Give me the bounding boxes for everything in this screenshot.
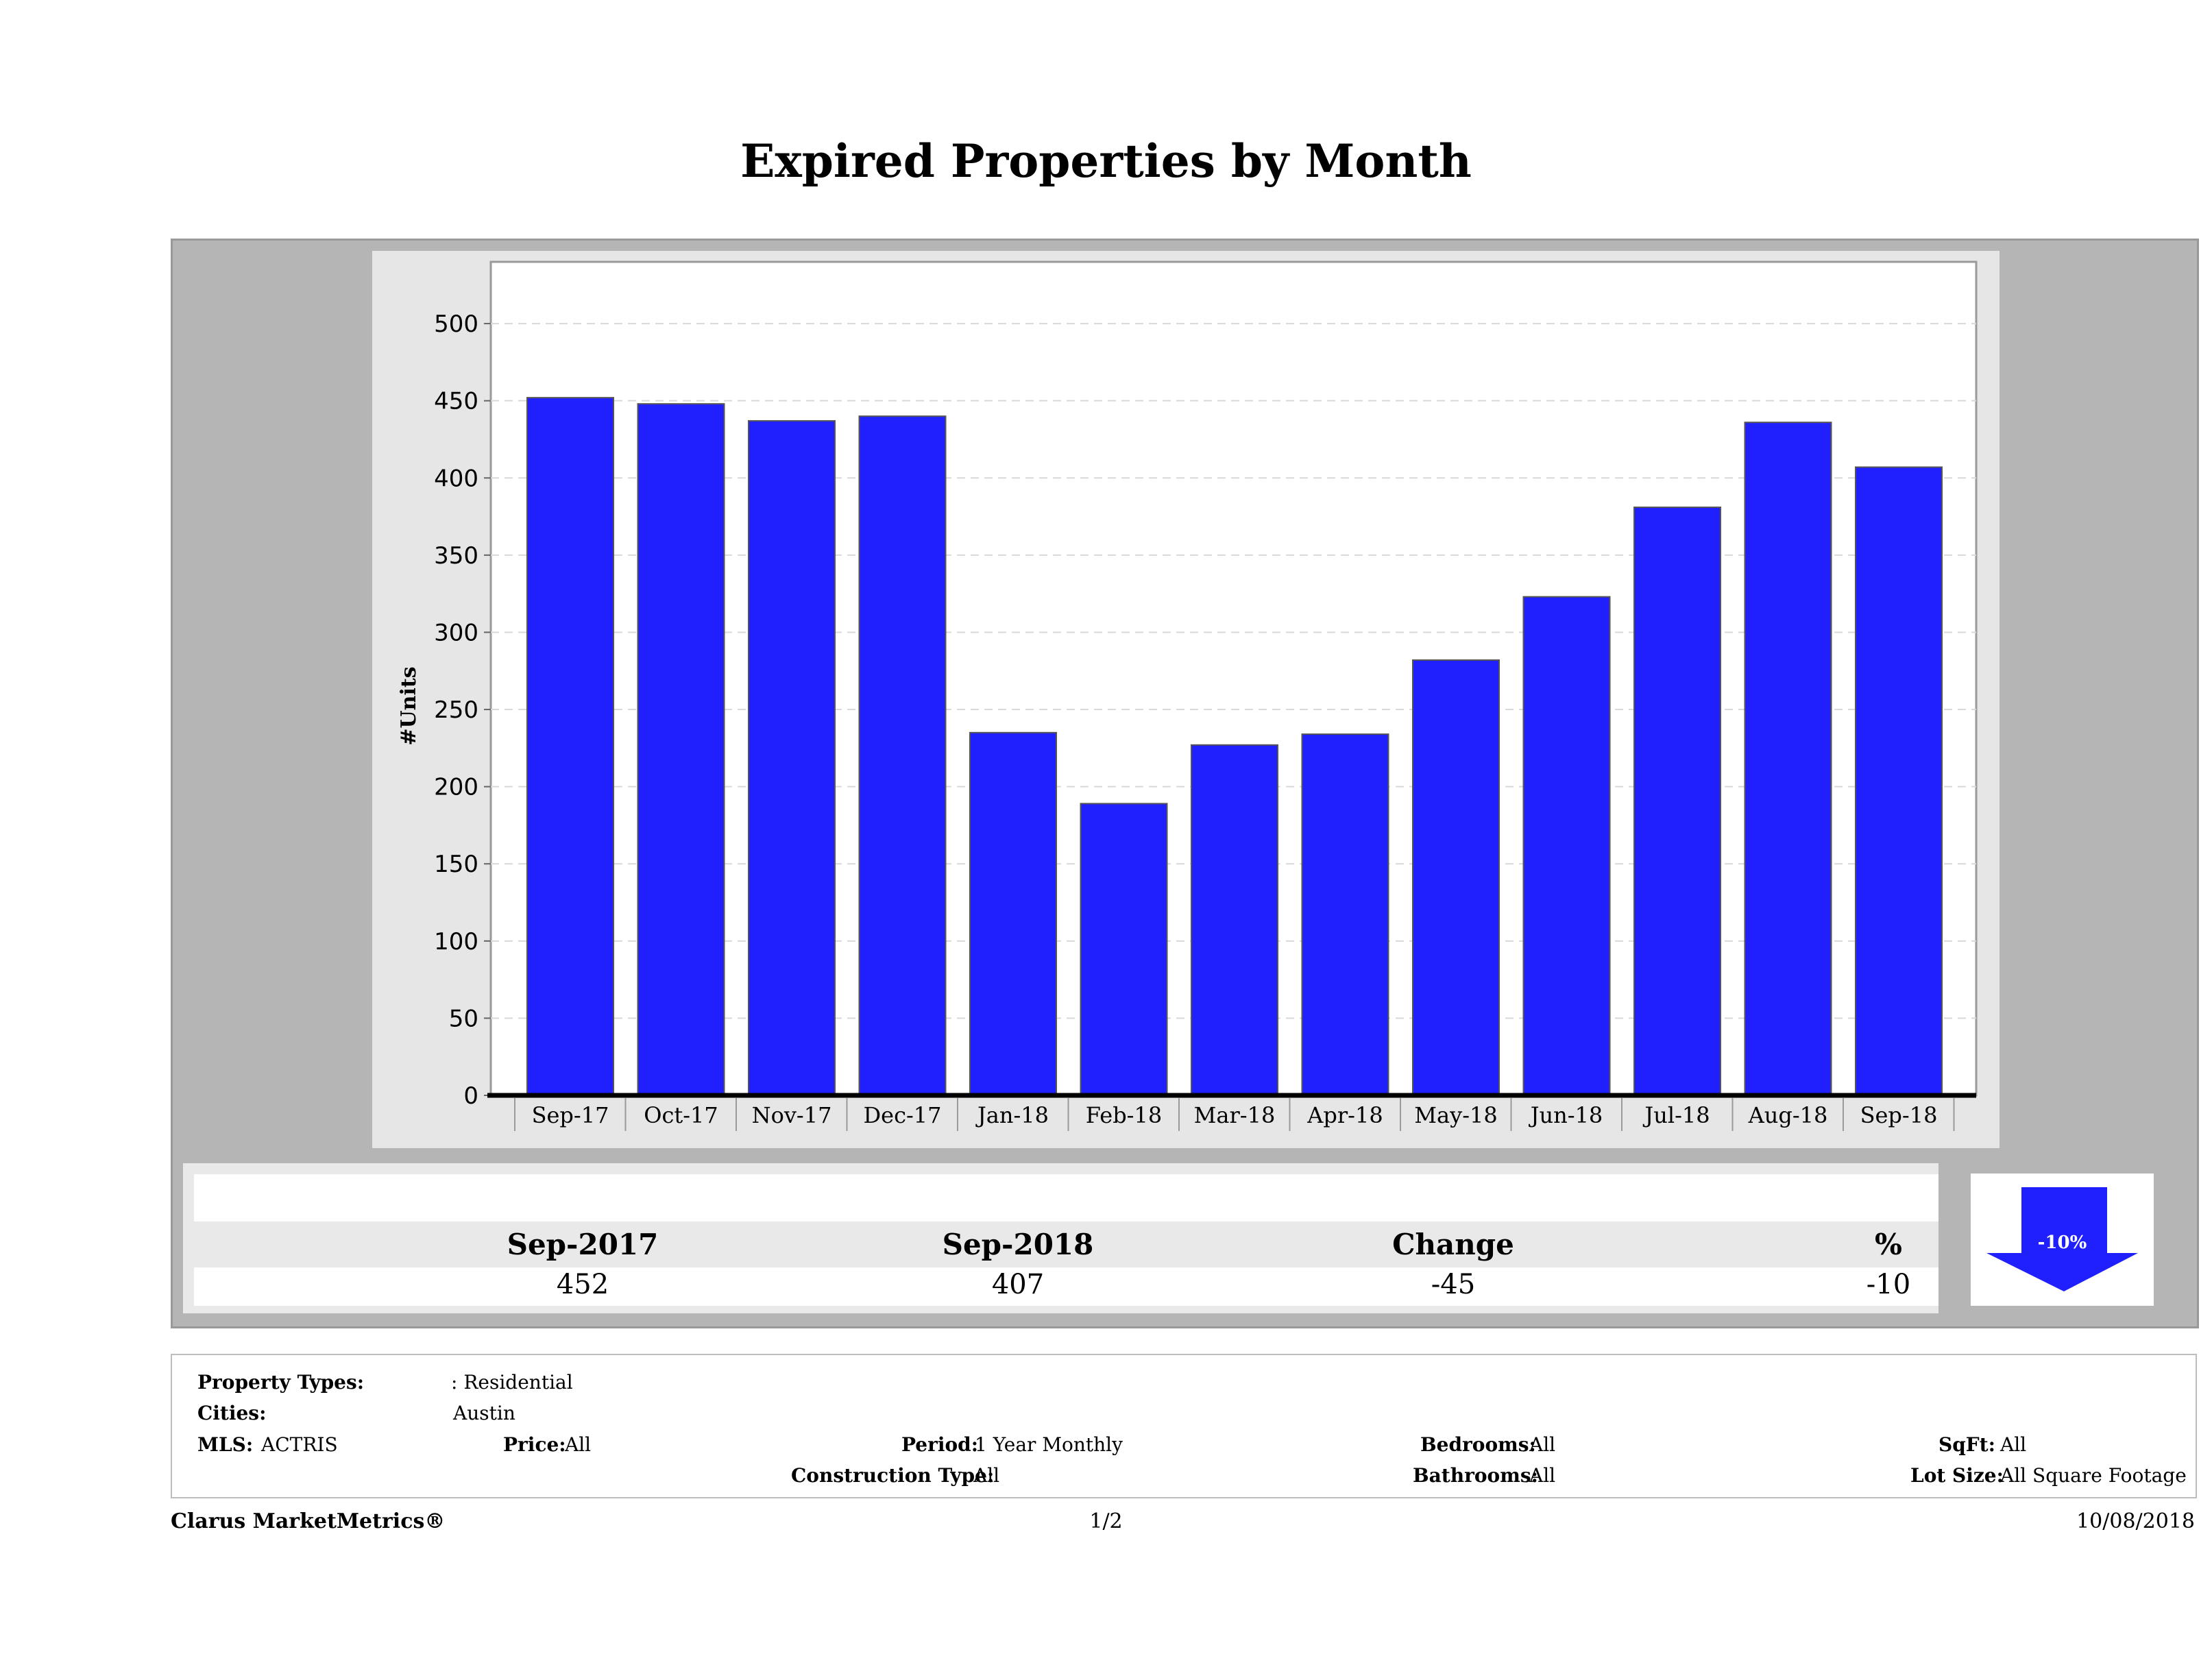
x-tick-label: Aug-18 [1748, 1102, 1828, 1128]
stat-label-change: Change [1392, 1228, 1514, 1261]
stat-value-change: -45 [1431, 1269, 1476, 1300]
property-types-label: Property Types: [197, 1371, 365, 1394]
bar-mar-18 [1191, 744, 1278, 1097]
trend-badge: -10% [1971, 1174, 2154, 1306]
period-value: 1 Year Monthly [975, 1433, 1123, 1456]
price-value: All [565, 1433, 592, 1456]
bar-chart: 0 50 100 150 200 250 300 350 400 450 500 Sep-17 Oct-… [397, 260, 1978, 1131]
y-tick-label: 100 [434, 928, 478, 956]
bathrooms-label: Bathrooms: [1413, 1464, 1538, 1487]
sqft-label: SqFt: [1938, 1433, 1995, 1456]
bar-may-18 [1412, 659, 1500, 1096]
y-tick-label: 250 [434, 696, 478, 724]
bar-jul-18 [1633, 507, 1721, 1096]
y-axis-label: #Units [397, 666, 421, 745]
x-tick-label: Jan-18 [975, 1102, 1049, 1128]
x-tick-label: Dec-17 [863, 1102, 941, 1128]
x-tick-label: Apr-18 [1306, 1102, 1383, 1128]
footer-brand: Clarus MarketMetrics® [171, 1509, 446, 1533]
bar-sep-18 [1855, 466, 1943, 1097]
stats-panel: Sep-2017 Sep-2018 Change % 452 407 -45 -… [183, 1163, 1938, 1313]
stat-value-start: 452 [556, 1269, 609, 1300]
bar-oct-17 [637, 403, 725, 1097]
bar-aug-18 [1744, 422, 1832, 1097]
bar-sep-17 [526, 397, 614, 1096]
y-tick-label: 150 [434, 851, 478, 878]
sqft-value: All [2000, 1433, 2027, 1456]
stat-label-start: Sep-2017 [507, 1228, 659, 1261]
chart-panel: 0 50 100 150 200 250 300 350 400 450 500 Sep-17 Oct-… [372, 251, 2000, 1148]
bathrooms-value: All [1529, 1464, 1556, 1487]
y-tick-label: 400 [434, 465, 478, 492]
bar-dec-17 [858, 415, 947, 1096]
x-tick-label: Feb-18 [1086, 1102, 1162, 1128]
footer-page-number: 1/2 [1089, 1509, 1123, 1533]
bar-jun-18 [1522, 596, 1611, 1096]
x-tick-label: Nov-17 [752, 1102, 832, 1128]
y-tick-label: 450 [434, 388, 478, 415]
trend-badge-label: -10% [2037, 1232, 2087, 1253]
bar-jan-18 [969, 731, 1057, 1096]
stat-value-percent: -10 [1866, 1269, 1911, 1300]
stat-label-end: Sep-2018 [942, 1228, 1094, 1261]
x-tick-label: Sep-18 [1860, 1102, 1938, 1128]
mls-value: ACTRIS [261, 1433, 338, 1456]
mls-label: MLS: [197, 1433, 254, 1456]
page-title: Expired Properties by Month [740, 134, 1472, 188]
x-tick-label: Sep-17 [532, 1102, 609, 1128]
cities-value: Austin [453, 1402, 515, 1424]
x-tick-label: May-18 [1414, 1102, 1497, 1128]
y-tick-label: 500 [434, 311, 478, 338]
stats-value-bar [194, 1267, 1938, 1306]
y-tick-label: 300 [434, 619, 478, 646]
y-tick-label: 200 [434, 774, 478, 801]
x-tick-label: Jun-18 [1529, 1102, 1603, 1128]
x-tick-label: Jul-18 [1642, 1102, 1710, 1128]
lot-size-label: Lot Size: [1910, 1464, 2004, 1487]
y-tick-label: 50 [449, 1005, 478, 1032]
down-arrow-icon [1986, 1187, 2138, 1291]
construction-type-value: All [973, 1464, 1000, 1487]
footer-date: 10/08/2018 [2076, 1509, 2195, 1533]
stat-label-percent: % [1875, 1228, 1902, 1261]
property-types-value: : Residential [451, 1371, 573, 1394]
bedrooms-value: All [1529, 1433, 1556, 1456]
period-label: Period: [901, 1433, 979, 1456]
stats-top-bar [194, 1174, 1938, 1221]
filter-summary: Property Types: : Residential Cities: Au… [171, 1354, 2197, 1498]
bar-nov-17 [748, 420, 836, 1096]
x-tick-label: Mar-18 [1194, 1102, 1276, 1128]
construction-type-label: Construction Type: [791, 1464, 995, 1487]
x-tick-label: Oct-17 [644, 1102, 718, 1128]
bar-apr-18 [1301, 733, 1389, 1096]
cities-label: Cities: [197, 1402, 267, 1424]
stat-value-end: 407 [991, 1269, 1045, 1300]
price-label: Price: [503, 1433, 566, 1456]
lot-size-value: All Square Footage [2000, 1464, 2187, 1487]
y-tick-label: 0 [463, 1082, 478, 1110]
bedrooms-label: Bedrooms: [1420, 1433, 1536, 1456]
y-tick-label: 350 [434, 542, 478, 570]
bar-feb-18 [1080, 803, 1168, 1097]
